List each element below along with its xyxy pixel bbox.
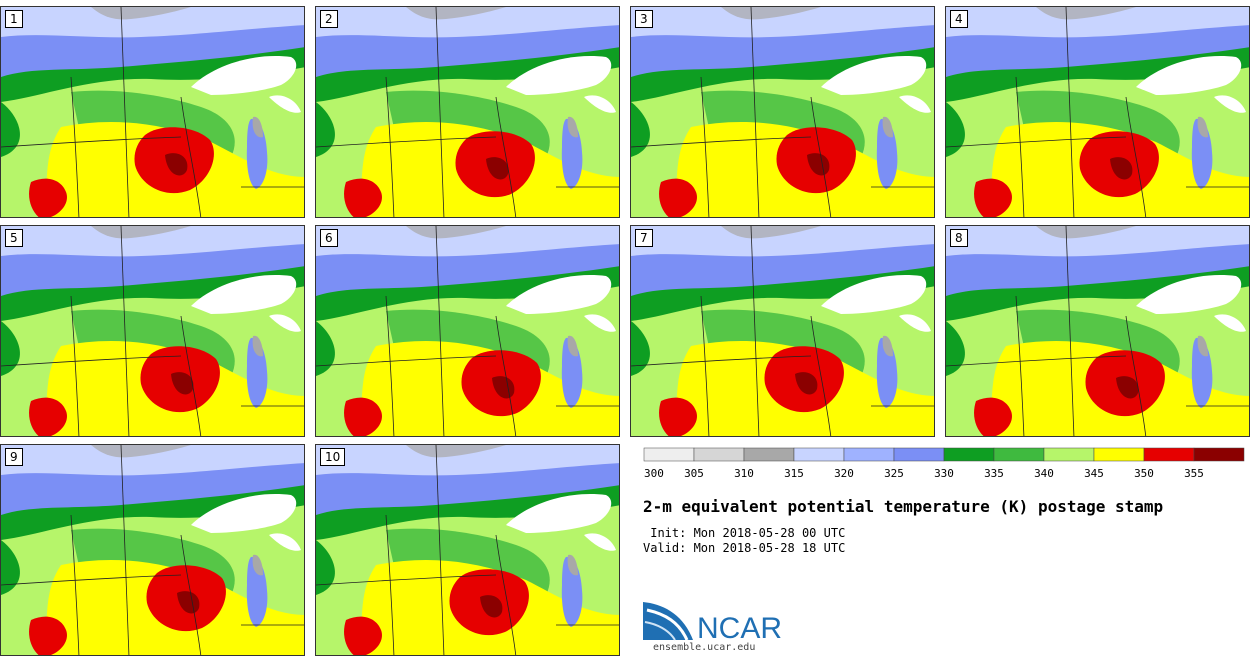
colorbar-swatch bbox=[993, 447, 1045, 462]
member-label: 2 bbox=[320, 10, 338, 28]
colorbar-tick-label: 315 bbox=[784, 467, 804, 480]
member-panel-6: 6 bbox=[315, 225, 620, 437]
figure-title: 2-m equivalent potential temperature (K)… bbox=[643, 497, 1164, 516]
member-panel-1: 1 bbox=[0, 6, 305, 218]
member-label: 10 bbox=[320, 448, 346, 466]
ncar-logo: NCAR bbox=[643, 602, 782, 644]
colorbar-tick-label: 305 bbox=[684, 467, 704, 480]
member-panel-10: 10 bbox=[315, 444, 620, 656]
epot-temperature-map bbox=[316, 445, 619, 655]
member-label: 7 bbox=[635, 229, 653, 247]
member-panel-3: 3 bbox=[630, 6, 935, 218]
member-label: 4 bbox=[950, 10, 968, 28]
colorbar-swatch bbox=[1143, 447, 1195, 462]
epot-temperature-map bbox=[316, 226, 619, 436]
member-panel-9: 9 bbox=[0, 444, 305, 656]
colorbar-swatch bbox=[1093, 447, 1145, 462]
member-label: 9 bbox=[5, 448, 23, 466]
member-panel-8: 8 bbox=[945, 225, 1250, 437]
member-label: 3 bbox=[635, 10, 653, 28]
colorbar-tick-label: 345 bbox=[1084, 467, 1104, 480]
member-panel-2: 2 bbox=[315, 6, 620, 218]
member-panel-4: 4 bbox=[945, 6, 1250, 218]
colorbar: 300 305 310 315 320 325 330 335 340 345 350 355 bbox=[643, 447, 1245, 480]
epot-temperature-map bbox=[631, 7, 934, 217]
colorbar-tick-label: 340 bbox=[1034, 467, 1054, 480]
colorbar-tick-label: 335 bbox=[984, 467, 1004, 480]
epot-temperature-map bbox=[631, 226, 934, 436]
colorbar-swatch bbox=[793, 447, 845, 462]
member-label: 8 bbox=[950, 229, 968, 247]
colorbar-swatch bbox=[843, 447, 895, 462]
colorbar-tick-label: 310 bbox=[734, 467, 754, 480]
member-panel-5: 5 bbox=[0, 225, 305, 437]
epot-temperature-map bbox=[316, 7, 619, 217]
member-label: 5 bbox=[5, 229, 23, 247]
epot-temperature-map bbox=[1, 7, 304, 217]
colorbar-swatch bbox=[1193, 447, 1245, 462]
colorbar-swatch bbox=[1043, 447, 1095, 462]
epot-temperature-map bbox=[946, 7, 1249, 217]
init-time: Init: Mon 2018-05-28 00 UTC bbox=[643, 526, 846, 540]
member-panel-7: 7 bbox=[630, 225, 935, 437]
valid-time: Valid: Mon 2018-05-28 18 UTC bbox=[643, 541, 846, 555]
logo-text: NCAR bbox=[697, 612, 782, 644]
colorbar-tick-label: 330 bbox=[934, 467, 954, 480]
epot-temperature-map bbox=[946, 226, 1249, 436]
logo-url: ensemble.ucar.edu bbox=[653, 642, 756, 653]
colorbar-tick-label: 300 bbox=[644, 467, 664, 480]
colorbar-swatch bbox=[943, 447, 995, 462]
colorbar-tick-label: 355 bbox=[1184, 467, 1204, 480]
colorbar-swatch bbox=[643, 447, 695, 462]
epot-temperature-map bbox=[1, 226, 304, 436]
colorbar-swatch bbox=[893, 447, 945, 462]
epot-temperature-map bbox=[1, 445, 304, 655]
colorbar-swatch bbox=[693, 447, 745, 462]
member-label: 1 bbox=[5, 10, 23, 28]
colorbar-tick-label: 350 bbox=[1134, 467, 1154, 480]
colorbar-tick-label: 325 bbox=[884, 467, 904, 480]
colorbar-swatch bbox=[743, 447, 795, 462]
member-label: 6 bbox=[320, 229, 338, 247]
colorbar-tick-label: 320 bbox=[834, 467, 854, 480]
